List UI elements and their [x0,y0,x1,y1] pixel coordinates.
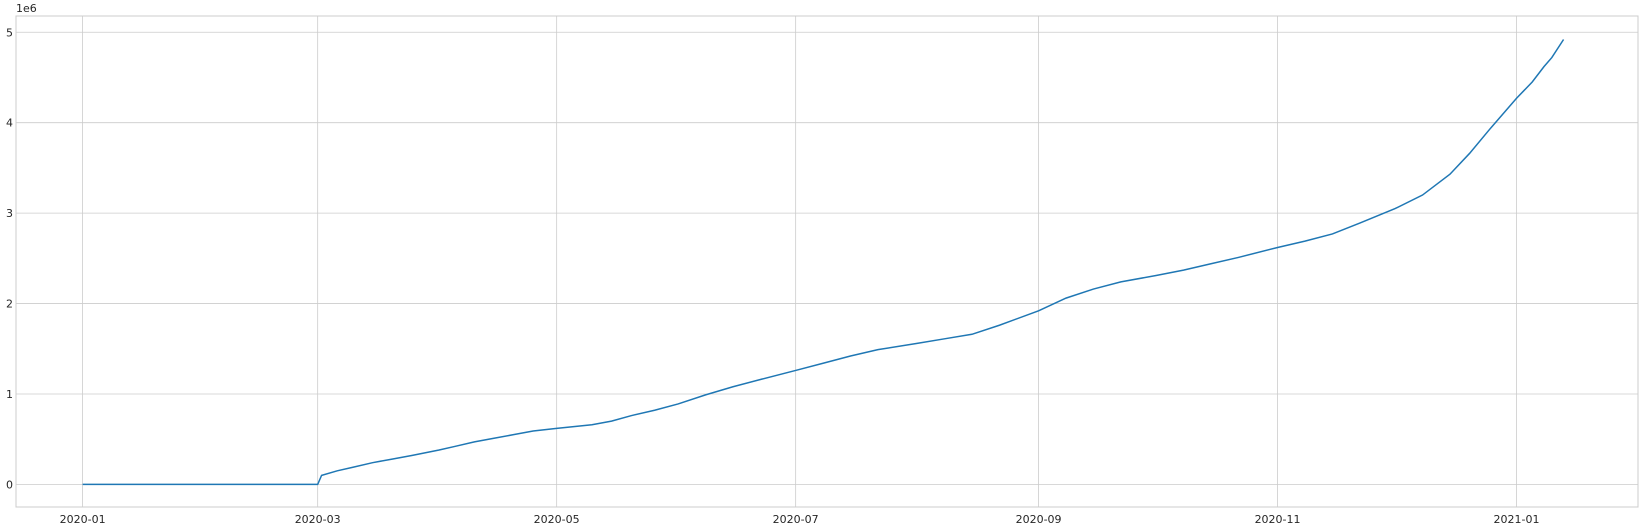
x-tick-label: 2020-11 [1255,513,1301,526]
y-tick-label: 3 [6,207,13,220]
x-tick-label: 2020-07 [773,513,819,526]
y-gridlines [16,31,1638,485]
x-tick-label: 2021-01 [1494,513,1540,526]
plot-area [15,15,1639,508]
x-tick-label: 2020-03 [295,513,341,526]
x-tick-label: 2020-05 [534,513,580,526]
y-tick-label: 2 [6,298,13,311]
y-offset-label: 1e6 [16,2,37,15]
y-tick-labels: 0 1 2 3 4 5 [6,26,13,491]
x-tick-label: 2020-09 [1016,513,1062,526]
y-tick-label: 0 [6,478,13,491]
y-tick-label: 1 [6,388,13,401]
y-tick-label: 5 [6,26,13,39]
series-line [82,39,1565,486]
x-tick-labels: 2020-01 2020-03 2020-05 2020-07 2020-09 2020-… [60,513,1540,526]
y-tick-label: 4 [6,117,13,130]
x-tick-label: 2020-01 [60,513,106,526]
